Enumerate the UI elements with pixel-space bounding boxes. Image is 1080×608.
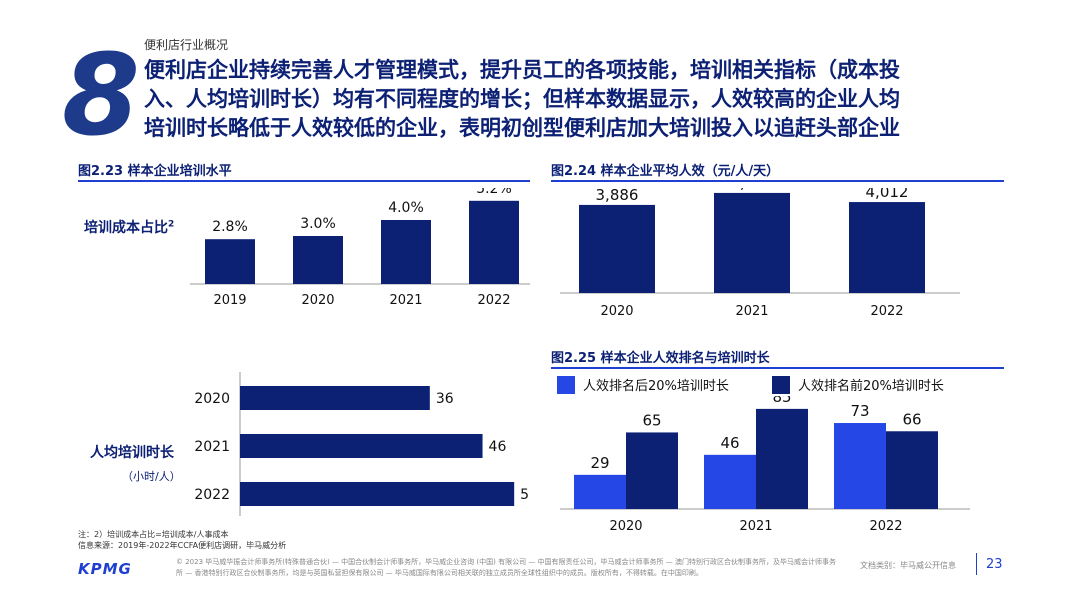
training-cost-ratio-label: 培训成本占比2 <box>84 217 174 237</box>
fig-2-25-chart: 29 65 2020 46 85 2021 73 66 2022 <box>560 396 970 534</box>
footnote: 注：2）培训成本占比=培训成本/人事成本 <box>78 530 229 539</box>
data-label: 85 <box>772 396 791 406</box>
x-tick-label: 2022 <box>477 293 510 308</box>
bar <box>756 408 808 509</box>
section-label: 便利店行业概况 <box>144 38 229 52</box>
data-label: 4,012 <box>866 188 909 201</box>
bar <box>205 239 255 284</box>
bar <box>240 386 430 410</box>
x-tick-label: 2021 <box>739 519 772 534</box>
data-label: 65 <box>642 411 661 429</box>
x-tick-label: 2022 <box>870 304 903 319</box>
legend-item-bottom20: 人效排名后20%培训时长 <box>557 375 729 394</box>
page-number: 23 <box>986 557 1003 572</box>
bar <box>240 434 483 458</box>
data-label: 3,886 <box>596 188 639 204</box>
bar <box>469 200 519 284</box>
data-label: 4,415 <box>731 188 774 192</box>
data-label: 4.0% <box>388 200 424 216</box>
bar <box>849 202 925 293</box>
section-number: 8 <box>62 31 140 161</box>
bar <box>293 236 343 284</box>
title-line: 入、人均培训时长）均有不同程度的增长；但样本数据显示，人效较高的企业人均 <box>144 87 900 111</box>
notes: 注：2）培训成本占比=培训成本/人事成本 信息来源：2019年-2022年CCF… <box>78 529 286 551</box>
fig-2-24-title: 图2.24 样本企业平均人效（元/人/天） <box>551 164 780 179</box>
data-label: 5.2% <box>476 188 512 197</box>
bar <box>579 204 655 293</box>
fig-2-23-chart: 2.8% 2019 3.0% 2020 4.0% 2021 5.2% 2022 <box>190 188 530 308</box>
data-label: 36 <box>436 391 454 407</box>
data-label: 46 <box>720 434 739 452</box>
bar <box>626 432 678 509</box>
x-tick-label: 2019 <box>213 293 246 308</box>
fig-2-23-title: 图2.23 样本企业培训水平 <box>78 164 232 179</box>
footnote-mark: 2 <box>168 219 175 230</box>
y-tick-label: 2020 <box>194 391 230 407</box>
legend-swatch <box>557 375 575 394</box>
fig-2-24-chart: 3,886 2020 4,415 2021 4,012 2022 <box>560 188 960 319</box>
data-label: 46 <box>489 439 507 455</box>
data-label: 2.8% <box>212 219 248 235</box>
source-note: 信息来源：2019年-2022年CCFA便利店调研，毕马威分析 <box>78 541 287 550</box>
bar <box>834 423 886 509</box>
fig-2-23-rule <box>78 180 530 182</box>
x-tick-label: 2020 <box>609 519 642 534</box>
fig-2-25-rule <box>551 367 1004 369</box>
page-title: 便利店企业持续完善人才管理模式，提升员工的各项技能，培训相关指标（成本投 入、人… <box>144 56 1024 143</box>
x-tick-label: 2021 <box>389 293 422 308</box>
bar <box>704 454 756 509</box>
document-class: 文档类别：毕马威公开信息 <box>860 561 956 570</box>
fig-2-25-title: 图2.25 样本企业人效排名与培训时长 <box>551 351 770 366</box>
data-label: 3.0% <box>300 216 336 232</box>
legend-label: 人效排名后20%培训时长 <box>583 379 729 394</box>
x-tick-label: 2020 <box>301 293 334 308</box>
data-label: 52 <box>520 487 530 503</box>
title-line: 便利店企业持续完善人才管理模式，提升员工的各项技能，培训相关指标（成本投 <box>144 58 900 82</box>
training-hours-unit: （小时/人） <box>122 470 181 483</box>
footer-divider <box>976 553 977 575</box>
training-hours-label: 人均培训时长 <box>90 445 174 461</box>
x-tick-label: 2020 <box>600 304 633 319</box>
bar <box>574 474 626 509</box>
data-label: 29 <box>590 454 609 472</box>
kpmg-logo: KPMG <box>78 560 132 578</box>
bar <box>886 431 938 509</box>
legend-label: 人效排名前20%培训时长 <box>798 379 944 394</box>
fig-2-24-rule <box>551 180 1004 182</box>
data-label: 73 <box>850 402 869 420</box>
title-line: 培训时长略低于人效较低的企业，表明初创型便利店加大培训投入以追赶头部企业 <box>144 116 900 140</box>
bar <box>240 482 515 506</box>
bar <box>714 192 790 293</box>
legend-item-top20: 人效排名前20%培训时长 <box>772 375 944 394</box>
training-cost-ratio-text: 培训成本占比 <box>84 220 168 236</box>
bar <box>381 220 431 284</box>
x-tick-label: 2021 <box>735 304 768 319</box>
y-tick-label: 2021 <box>194 439 230 455</box>
y-tick-label: 2022 <box>194 487 230 503</box>
data-label: 66 <box>902 410 921 428</box>
copyright-text: © 2023 毕马威华振会计师事务所(特殊普通合伙) — 中国合伙制会计师事务所… <box>176 558 836 577</box>
training-hours-chart: 36 2020 46 2021 52 2022 <box>194 372 530 516</box>
legend-swatch <box>772 375 790 394</box>
x-tick-label: 2022 <box>869 519 902 534</box>
